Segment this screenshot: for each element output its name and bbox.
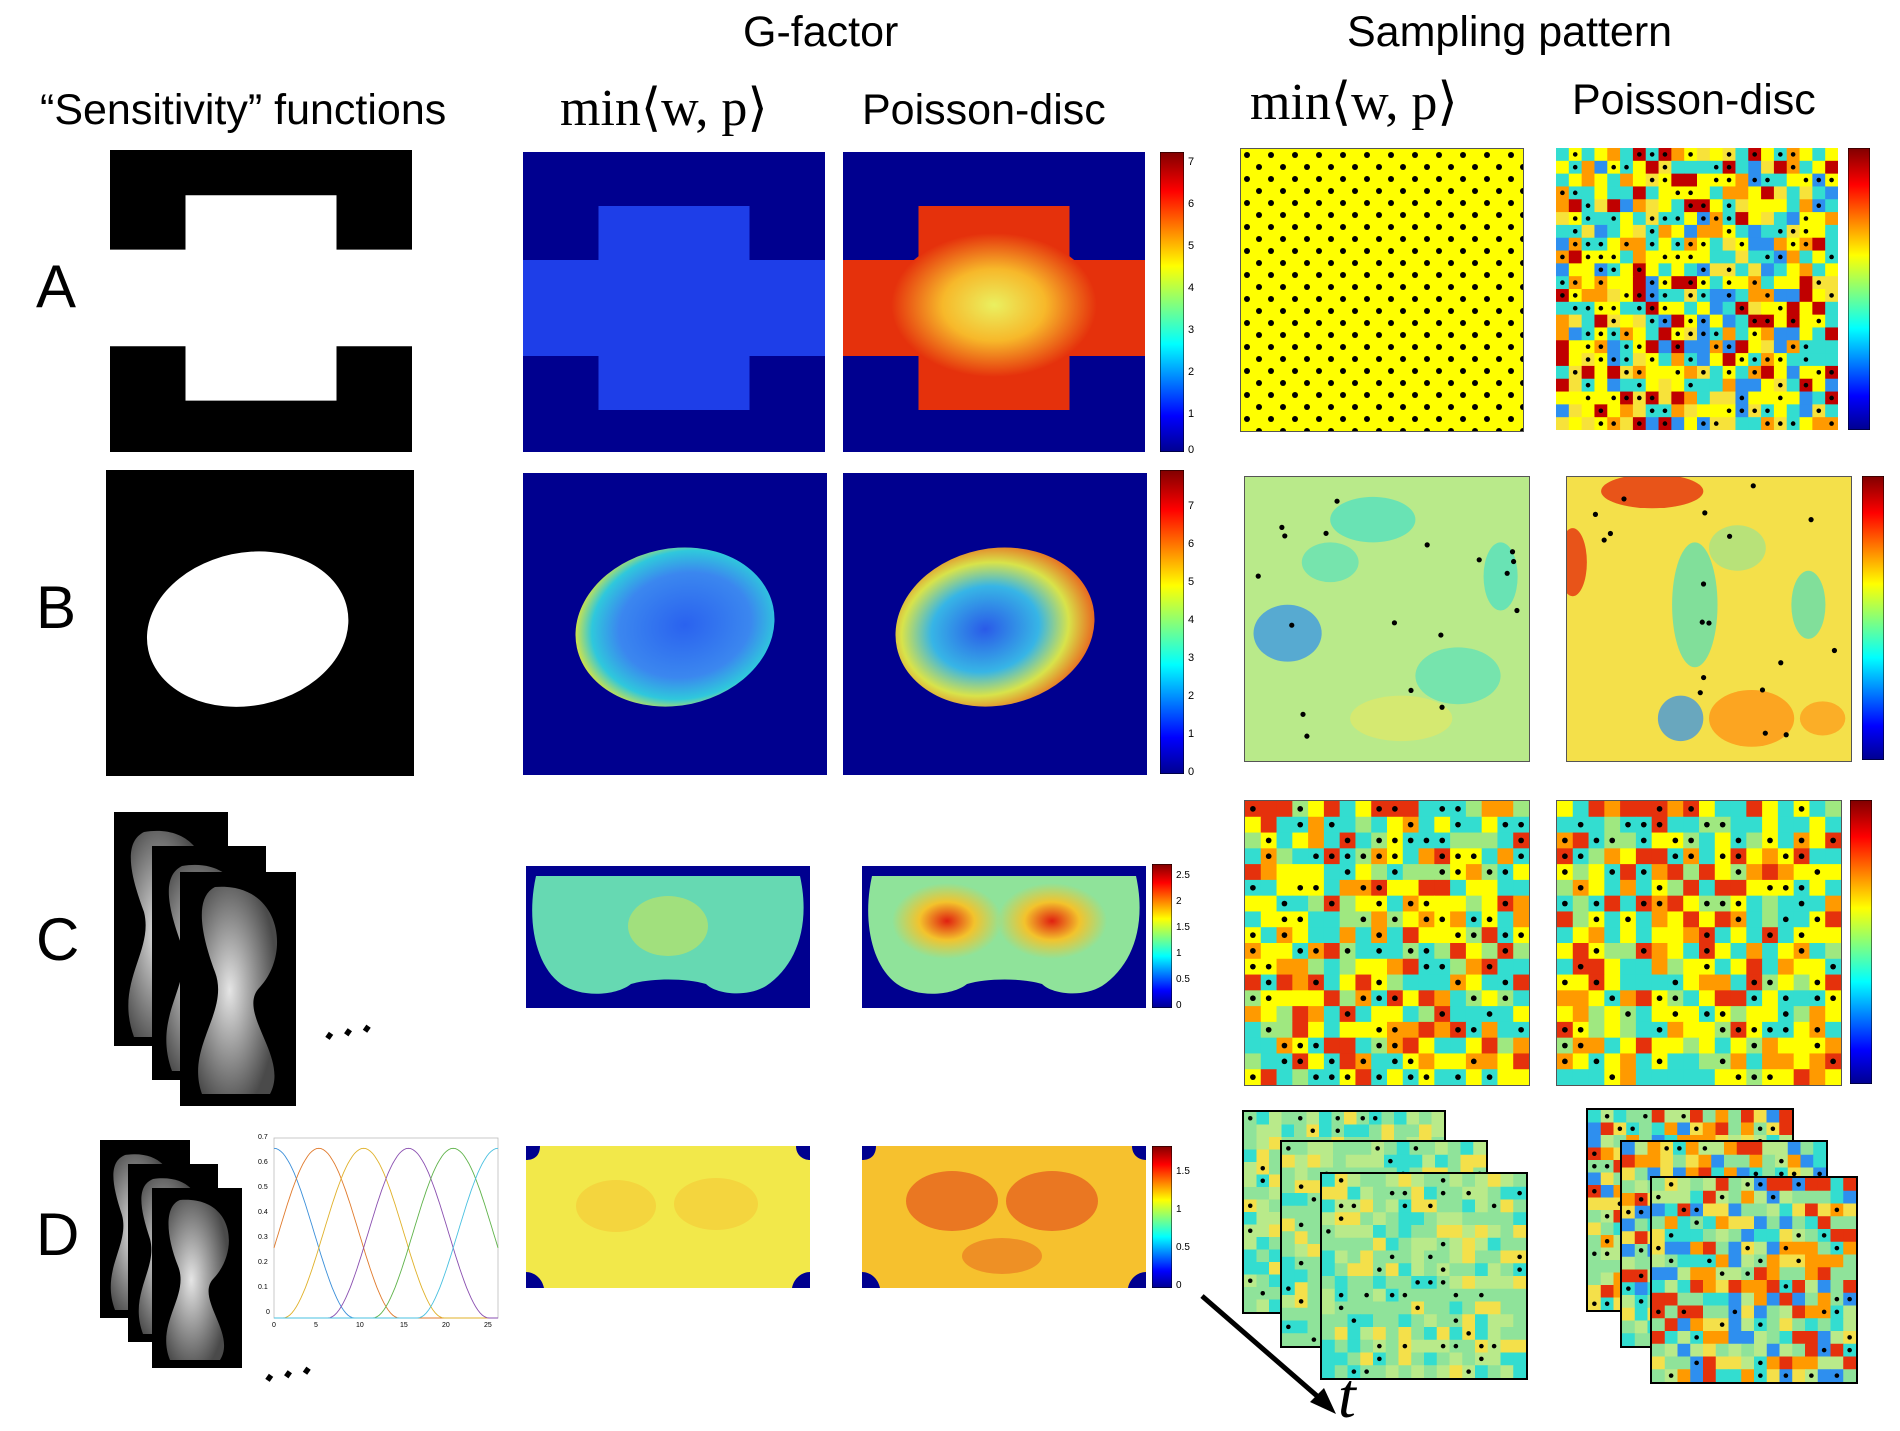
inset-ytick-5: 0.2 — [258, 1259, 268, 1266]
time-arrow — [1200, 1294, 1336, 1414]
colorbar-d-tick-0: 1.5 — [1176, 1166, 1190, 1177]
inset-ytick-4: 0.3 — [258, 1234, 268, 1241]
sensitivity-a-cross — [110, 150, 412, 452]
colorbar-b-tick-3: 4 — [1188, 614, 1195, 626]
colorbar-a-tick-2: 5 — [1188, 240, 1195, 252]
colorbar-d-tick-1: 1 — [1176, 1204, 1182, 1215]
colorbar-a-tick-7: 0 — [1188, 444, 1195, 456]
gfactor-header: G-factor — [743, 8, 899, 56]
poisson-header-gfactor: Poisson-disc — [862, 86, 1106, 134]
colorbar-c-tick-4: 0.5 — [1176, 974, 1190, 985]
row-label-c: C — [36, 906, 80, 973]
colorbar-a-tick-3: 4 — [1188, 282, 1195, 294]
time-label: t — [1338, 1360, 1356, 1431]
sampling-c-minwp — [1244, 800, 1530, 1086]
colorbar-c-tick-3: 1 — [1176, 948, 1182, 959]
colorbar-b-tick-2: 5 — [1188, 576, 1195, 588]
inset-xtick-1: 5 — [314, 1322, 318, 1329]
gfactor-d-minwp — [526, 1146, 810, 1288]
colorbar-b-tick-4: 3 — [1188, 652, 1195, 664]
colorbar-a-tick-0: 7 — [1188, 156, 1195, 168]
colorbar-a: 7 6 5 4 3 2 1 0 — [1160, 152, 1194, 456]
colorbar-c-tick-0: 2.5 — [1176, 870, 1190, 881]
colorbar-sampling-b — [1862, 476, 1884, 760]
sampling-a-minwp — [1240, 148, 1524, 432]
inset-xtick-2: 10 — [356, 1322, 364, 1329]
sensitivity-d-stack-3 — [152, 1188, 242, 1368]
ellipsis-c: ⋰ — [319, 1002, 381, 1064]
inset-ytick-6: 0.1 — [258, 1284, 268, 1291]
colorbar-b-tick-1: 6 — [1188, 538, 1195, 550]
inset-ytick-3: 0.4 — [258, 1209, 268, 1216]
inset-xtick-3: 15 — [400, 1322, 408, 1329]
sensitivity-c-stack-3 — [180, 872, 296, 1106]
sensitivity-b-ellipse — [106, 470, 414, 776]
colorbar-c-tick-2: 1.5 — [1176, 922, 1190, 933]
colorbar-b: 7 6 5 4 3 2 1 0 — [1160, 470, 1194, 778]
colorbar-d-tick-2: 0.5 — [1176, 1242, 1190, 1253]
colorbar-a-tick-1: 6 — [1188, 198, 1195, 210]
minwp-header-sampling: min⟨w, p⟩ — [1250, 74, 1458, 131]
gfactor-d-poisson — [862, 1146, 1146, 1288]
sampling-b-poisson — [1566, 476, 1852, 762]
colorbar-d-tick-3: 0 — [1176, 1280, 1182, 1291]
colorbar-b-tick-7: 0 — [1188, 766, 1195, 778]
gfactor-c-poisson — [862, 866, 1146, 1008]
colorbar-b-tick-6: 1 — [1188, 728, 1195, 740]
colorbar-c-tick-5: 0 — [1176, 1000, 1182, 1011]
minwp-header-gfactor: min⟨w, p⟩ — [560, 80, 768, 137]
colorbar-b-tick-5: 2 — [1188, 690, 1195, 702]
colorbar-a-tick-5: 2 — [1188, 366, 1195, 378]
gfactor-a-poisson — [843, 152, 1145, 452]
inset-ytick-0: 0.7 — [258, 1134, 268, 1141]
row-label-d: D — [36, 1201, 80, 1268]
colorbar-c-tick-1: 2 — [1176, 896, 1182, 907]
inset-ytick-1: 0.6 — [258, 1159, 268, 1166]
inset-xtick-0: 0 — [272, 1322, 276, 1329]
sampling-d-minwp-frame-3 — [1320, 1172, 1528, 1380]
inset-ytick-2: 0.5 — [258, 1184, 268, 1191]
gfactor-c-minwp — [526, 866, 810, 1008]
sampling-b-minwp — [1244, 476, 1530, 762]
colorbar-b-tick-0: 7 — [1188, 500, 1195, 512]
colorbar-a-tick-4: 3 — [1188, 324, 1195, 336]
poisson-header-sampling: Poisson-disc — [1572, 76, 1816, 124]
ellipsis-d: ⋰ — [259, 1344, 321, 1406]
sampling-c-poisson — [1556, 800, 1842, 1086]
sampling-a-poisson — [1556, 148, 1838, 430]
inset-ytick-7: 0 — [266, 1309, 270, 1316]
colorbar-c: 2.5 2 1.5 1 0.5 0 — [1152, 864, 1190, 1011]
inset-plot: 0.7 0.6 0.5 0.4 0.3 0.2 0.1 0 0 5 10 15 … — [258, 1132, 500, 1332]
sensitivity-header: “Sensitivity” functions — [40, 86, 447, 134]
inset-xtick-5: 25 — [484, 1322, 492, 1329]
colorbar-sampling-a — [1848, 148, 1870, 430]
row-label-b: B — [36, 574, 77, 641]
colorbar-d: 1.5 1 0.5 0 — [1152, 1146, 1190, 1291]
row-label-a: A — [36, 253, 77, 320]
gfactor-b-minwp — [523, 473, 827, 775]
sampling-d-poisson-frame-3 — [1650, 1176, 1858, 1384]
gfactor-a-minwp — [523, 152, 825, 452]
gfactor-b-poisson — [843, 473, 1147, 775]
colorbar-a-tick-6: 1 — [1188, 408, 1195, 420]
inset-xtick-4: 20 — [442, 1322, 450, 1329]
sampling-header: Sampling pattern — [1347, 8, 1673, 56]
colorbar-sampling-c — [1850, 800, 1872, 1084]
